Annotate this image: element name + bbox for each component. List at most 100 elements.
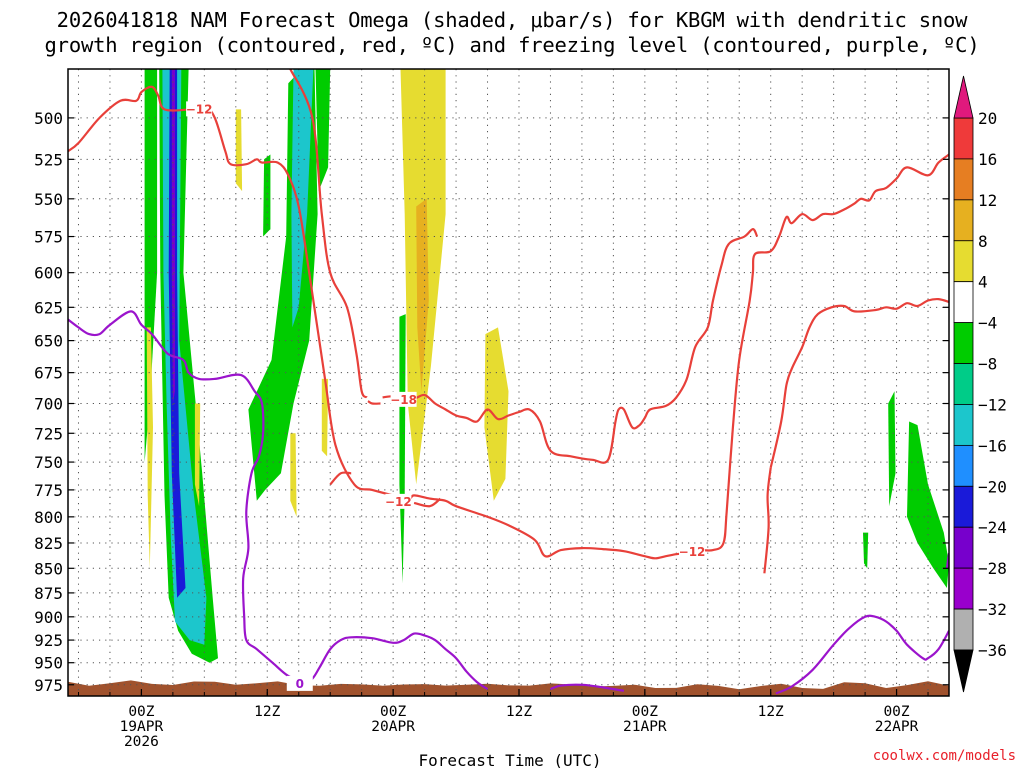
x-tick-label: 12Z	[758, 704, 784, 720]
dendritic-contour-line	[68, 85, 949, 560]
y-axis: 500 525 550 575 600 625 650 675 700 725 750 775 800 8…	[34, 109, 949, 695]
contour-label: −12	[385, 495, 412, 509]
freezing-level-contour-line	[550, 683, 625, 692]
omega-shaded-area	[399, 314, 406, 584]
colorbar-label: −16	[978, 436, 1007, 455]
freezing-level-contour-line	[68, 310, 489, 691]
x-tick-label: 12Z	[506, 704, 532, 720]
chart-title: 2026041818 NAM Forecast Omega (shaded, μ…	[0, 8, 1024, 58]
x-tick-label: 22APR	[875, 719, 919, 735]
y-tick-label: 900	[34, 608, 63, 627]
colorbar-segment	[953, 363, 974, 405]
x-tick-label: 21APR	[623, 719, 667, 735]
y-tick-label: 650	[34, 332, 63, 351]
x-tick-label: 12Z	[254, 704, 280, 720]
colorbar-label: −24	[978, 518, 1007, 537]
x-tick-label: 00Z	[632, 704, 658, 720]
freezing-level-contour-line	[775, 614, 949, 695]
x-tick-label: 20APR	[371, 719, 415, 735]
y-tick-label: 550	[34, 190, 63, 209]
dendritic-contour-line	[763, 467, 772, 574]
y-tick-label: 500	[34, 109, 63, 128]
contour-label: −12	[679, 545, 706, 559]
omega-shaded-area	[416, 198, 429, 392]
colorbar-segment	[953, 281, 974, 324]
colorbar-label: −8	[978, 355, 997, 374]
omega-shading-layer	[144, 69, 949, 663]
dendritic-contour-line	[382, 228, 759, 464]
x-tick-label: 00Z	[128, 704, 154, 720]
omega-shaded-area	[315, 69, 331, 192]
colorbar-segment	[953, 567, 974, 610]
y-tick-label: 725	[34, 424, 63, 443]
omega-shaded-area	[291, 69, 314, 328]
y-tick-label: 825	[34, 534, 63, 553]
omega-shaded-area	[235, 109, 243, 192]
colorbar: 20 16 12 8 4 −4 −8 −12 −16 −20 −24 −28 −32 −36	[953, 75, 1007, 693]
contour-label: 0	[296, 677, 304, 691]
dendritic-contour-line	[367, 400, 381, 405]
colorbar-segment	[953, 404, 974, 446]
dendritic-contour-line	[413, 497, 442, 508]
y-tick-label: 875	[34, 584, 63, 603]
y-tick-label: 525	[34, 150, 63, 169]
colorbar-segment	[953, 608, 974, 651]
colorbar-label: 16	[978, 150, 997, 169]
y-tick-label: 675	[34, 364, 63, 383]
y-tick-label: 800	[34, 508, 63, 527]
colorbar-top-arrow	[953, 75, 974, 119]
omega-shaded-area	[290, 433, 297, 517]
omega-shaded-area	[484, 327, 509, 501]
dendritic-contour-line	[289, 69, 368, 399]
y-tick-label: 575	[34, 228, 63, 247]
y-tick-label: 850	[34, 559, 63, 578]
contour-label: −12	[186, 102, 213, 116]
omega-shaded-area	[146, 327, 153, 569]
colorbar-segment	[953, 526, 974, 569]
colorbar-label: 20	[978, 109, 997, 128]
y-tick-label: 625	[34, 298, 63, 317]
omega-shaded-area	[907, 421, 949, 588]
x-tick-label: 2026	[124, 734, 159, 750]
title-line-1: 2026041818 NAM Forecast Omega (shaded, μ…	[56, 8, 968, 32]
contour-label: −18	[390, 393, 417, 407]
colorbar-label: −20	[978, 477, 1007, 496]
colorbar-segment	[953, 322, 974, 364]
contour-layer	[68, 69, 949, 695]
colorbar-label: 12	[978, 191, 997, 210]
dendritic-contour-line	[769, 297, 949, 468]
x-axis-label: Forecast Time (UTC)	[418, 751, 601, 768]
y-tick-label: 600	[34, 264, 63, 283]
omega-shaded-area	[263, 154, 271, 237]
omega-shaded-area	[194, 403, 201, 507]
contour-label-background	[679, 544, 706, 560]
contour-label-background	[385, 493, 412, 509]
y-tick-label: 975	[34, 676, 63, 695]
colorbar-label: −36	[978, 641, 1007, 660]
colorbar-bottom-arrow	[953, 649, 974, 693]
colorbar-segment	[953, 117, 974, 160]
title-line-2: growth region (contoured, red, ºC) and f…	[44, 33, 980, 57]
colorbar-segment	[953, 444, 974, 487]
contour-label-layer: −12 −18 −12 −12 0	[186, 101, 706, 691]
colorbar-label: −28	[978, 559, 1007, 578]
colorbar-label: −32	[978, 600, 1007, 619]
colorbar-label: −4	[978, 314, 997, 333]
omega-shaded-area	[321, 378, 329, 457]
x-tick-label: 19APR	[120, 719, 164, 735]
y-tick-label: 750	[34, 453, 63, 472]
colorbar-segment	[953, 485, 974, 528]
colorbar-label: 4	[978, 273, 988, 292]
omega-shaded-area	[863, 532, 869, 569]
x-tick-label: 00Z	[883, 704, 909, 720]
grid-layer	[68, 69, 949, 696]
omega-shaded-area	[888, 391, 896, 507]
colorbar-segment	[953, 240, 974, 283]
y-tick-label: 950	[34, 654, 63, 673]
y-tick-label: 700	[34, 395, 63, 414]
contour-label-background	[390, 391, 417, 407]
colorbar-label: 8	[978, 232, 988, 251]
colorbar-segment	[953, 199, 974, 242]
y-tick-label: 775	[34, 481, 63, 500]
